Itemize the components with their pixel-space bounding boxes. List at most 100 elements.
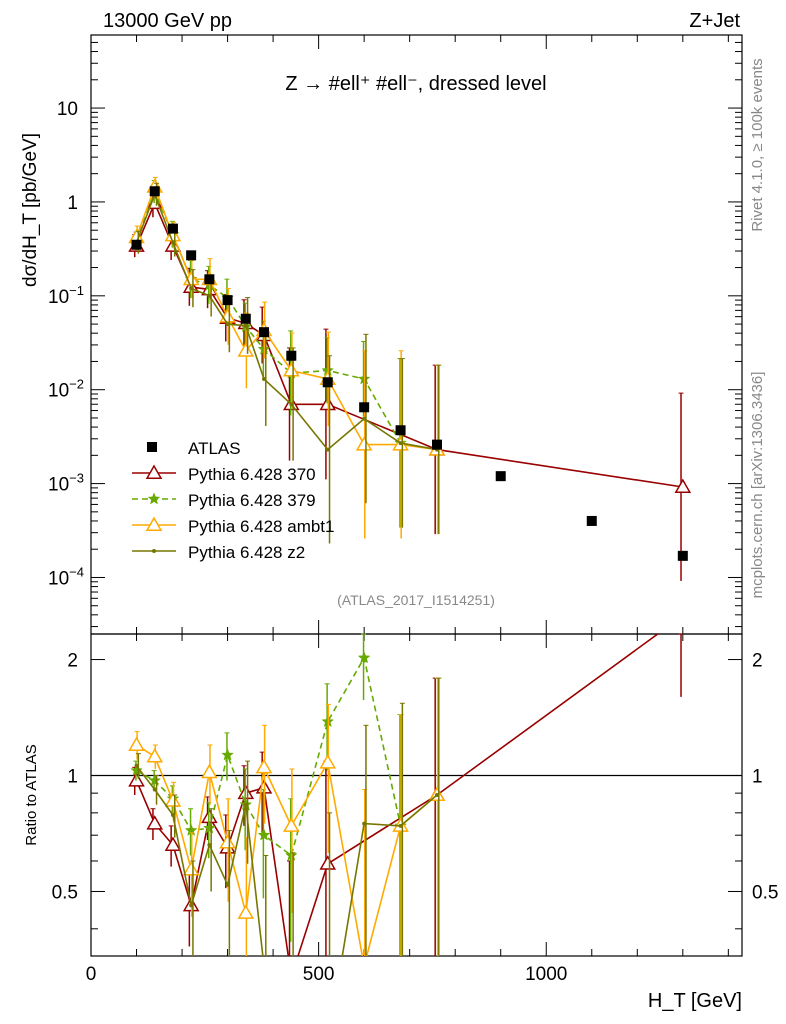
atlas-data-point — [258, 327, 269, 338]
series-pythia-6-428-z2-point — [398, 441, 403, 446]
ratio-pythia-6-428-379-point — [221, 748, 234, 761]
legend-pythia-6-428-ambt1-label: Pythia 6.428 ambt1 — [188, 517, 334, 536]
ratio-pythia-6-428-ambt1-point — [201, 763, 218, 779]
atlas-data-point — [359, 402, 370, 413]
atlas-data-point — [131, 239, 142, 250]
y-tick-label: 10−2 — [48, 377, 84, 402]
series-pythia-6-428-z2-point — [289, 402, 294, 407]
mcplots-label: mcplots.cern.ch [arXiv:1306.3436] — [749, 372, 766, 599]
ratio-tick-label-right: 0.5 — [752, 882, 778, 903]
y-tick-label: 10 — [57, 99, 78, 120]
ratio-pythia-6-428-ambt1-point — [128, 736, 145, 752]
series-pythia-6-428-z2-point — [189, 286, 194, 291]
atlas-data-point — [149, 186, 160, 197]
main-axis-ticks: 10 1 10−1 10−2 10−3 10−4 — [48, 34, 742, 634]
ratio-pythia-6-428-379-line — [136, 655, 402, 857]
legend-pythia-6-428-370-marker — [145, 464, 163, 479]
atlas-data-point — [240, 313, 251, 324]
series-pythia-6-428-z2-point — [362, 416, 367, 421]
atlas-data-point — [586, 515, 597, 526]
ratio-pythia-6-428-379-point — [130, 763, 143, 776]
ratio-pythia-6-428-z2-point — [170, 812, 175, 817]
ratio-pythia-6-428-379-point — [148, 773, 162, 787]
legend-atlas-marker — [147, 442, 157, 452]
atlas-data-point — [186, 250, 197, 261]
legend-pythia-6-428-z2-marker — [152, 549, 156, 553]
y-tick-label: 10−3 — [48, 471, 84, 496]
ratio-pythia-6-428-z2-point — [134, 763, 139, 768]
y-axis-label: dσ/dH_T [pb/GeV] — [20, 133, 41, 287]
ratio-pythia-6-428-370-point — [146, 815, 164, 830]
series-pythia-6-428-z2-point — [225, 322, 230, 327]
ratio-pythia-6-428-z2-point — [362, 821, 367, 826]
ratio-series-layer — [128, 633, 684, 956]
ratio-pythia-6-428-z2-point — [243, 802, 248, 807]
series-pythia-6-428-ambt1-point — [355, 436, 373, 451]
ratio-tick-label-left: 2 — [67, 651, 78, 672]
x-tick-label: 0 — [86, 964, 97, 985]
ratio-pythia-6-428-ambt1-point — [219, 834, 236, 849]
x-axis-label: H_T [GeV] — [648, 990, 742, 1012]
legend-pythia-6-428-379-marker — [147, 492, 161, 505]
atlas-data-point — [431, 439, 442, 450]
analysis-id-label: (ATLAS_2017_I1514251) — [337, 592, 495, 608]
y-tick-label: 1 — [67, 193, 78, 214]
ratio-plot-frame — [90, 633, 743, 957]
ratio-pythia-6-428-z2-point — [152, 787, 157, 792]
ratio-pythia-6-428-z2-point — [398, 823, 403, 828]
series-pythia-6-428-z2-point — [243, 323, 248, 328]
legend: ATLAS Pythia 6.428 370 Pythia 6.428 379 Pyt… — [132, 439, 334, 562]
x-tick-label: 1000 — [525, 964, 567, 985]
header-left-label: 13000 GeV pp — [103, 10, 232, 32]
chart-title: Z → #ell⁺ #ell⁻, dressed level — [285, 73, 546, 95]
ratio-pythia-6-428-ambt1-point — [319, 754, 337, 769]
atlas-data-point — [167, 223, 178, 234]
ratio-pythia-6-428-379-point — [357, 651, 371, 664]
ratio-pythia-6-428-ambt1-point — [182, 861, 200, 876]
ratio-pythia-6-428-370-point — [164, 836, 182, 852]
ratio-pythia-6-428-ambt1-point — [164, 792, 182, 807]
ratio-pythia-6-428-379-point — [257, 828, 271, 841]
series-pythia-6-428-z2-point — [261, 377, 266, 382]
series-pythia-6-428-ambt1-point — [237, 342, 255, 357]
ratio-pythia-6-428-ambt1-point — [255, 758, 273, 774]
series-pythia-6-428-z2-point — [325, 447, 330, 452]
legend-pythia-6-428-379-label: Pythia 6.428 379 — [188, 491, 316, 510]
ratio-tick-label-right: 1 — [752, 767, 763, 788]
atlas-data-point — [322, 377, 333, 388]
atlas-data-point — [395, 425, 406, 436]
ratio-y-axis-label: Ratio to ATLAS — [23, 744, 40, 845]
series-pythia-6-428-z2-line — [135, 192, 438, 451]
legend-atlas-label: ATLAS — [188, 439, 241, 458]
y-tick-label: 10−4 — [48, 564, 84, 589]
atlas-data-point — [222, 295, 233, 306]
ratio-tick-label-left: 1 — [67, 767, 78, 788]
atlas-data-layer — [131, 186, 688, 561]
ratio-axis-ticks: 0 500 1000 0.5 0.5 1 1 2 2 — [52, 634, 778, 985]
legend-pythia-6-428-ambt1-marker — [145, 516, 163, 531]
ratio-tick-label-left: 0.5 — [52, 882, 78, 903]
legend-pythia-6-428-z2-label: Pythia 6.428 z2 — [188, 543, 305, 562]
series-pythia-6-428-370-point — [674, 478, 692, 493]
atlas-data-point — [286, 350, 297, 361]
ratio-pythia-6-428-z2-line — [135, 765, 438, 956]
ratio-pythia-6-428-z2-point — [225, 882, 230, 887]
ratio-pythia-6-428-z2-point — [207, 843, 212, 848]
series-pythia-6-428-ambt1-point — [283, 362, 300, 377]
legend-pythia-6-428-370-label: Pythia 6.428 370 — [188, 465, 316, 484]
x-tick-label: 500 — [303, 964, 335, 985]
atlas-data-point — [204, 274, 215, 285]
ratio-pythia-6-428-ambt1-point — [283, 817, 300, 832]
ratio-pythia-6-428-z2-point — [434, 793, 439, 798]
ratio-pythia-6-428-370-line — [135, 634, 660, 956]
series-pythia-6-428-z2-point — [170, 240, 175, 245]
atlas-data-point — [495, 471, 506, 482]
ratio-pythia-6-428-z2-point — [189, 903, 194, 908]
ratio-pythia-6-428-370-point — [319, 855, 337, 870]
ratio-pythia-6-428-ambt1-point — [237, 904, 255, 919]
rivet-version-label: Rivet 4.1.0, ≥ 100k events — [749, 58, 766, 231]
ratio-tick-label-right: 2 — [752, 651, 763, 672]
ratio-pythia-6-428-379-point — [203, 821, 216, 834]
series-pythia-6-428-z2-point — [207, 293, 212, 298]
